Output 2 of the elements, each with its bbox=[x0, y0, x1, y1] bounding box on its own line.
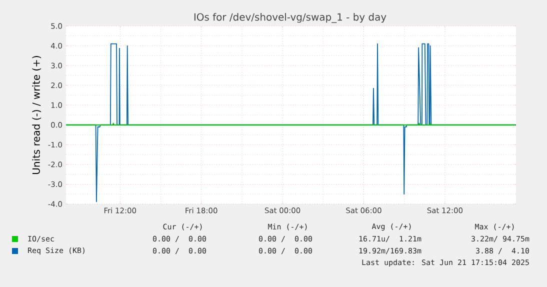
chart-title: IOs for /dev/shovel-vg/swap_1 - by day bbox=[194, 13, 386, 23]
y-axis-title: Units read (-) / write (+) bbox=[32, 56, 42, 174]
